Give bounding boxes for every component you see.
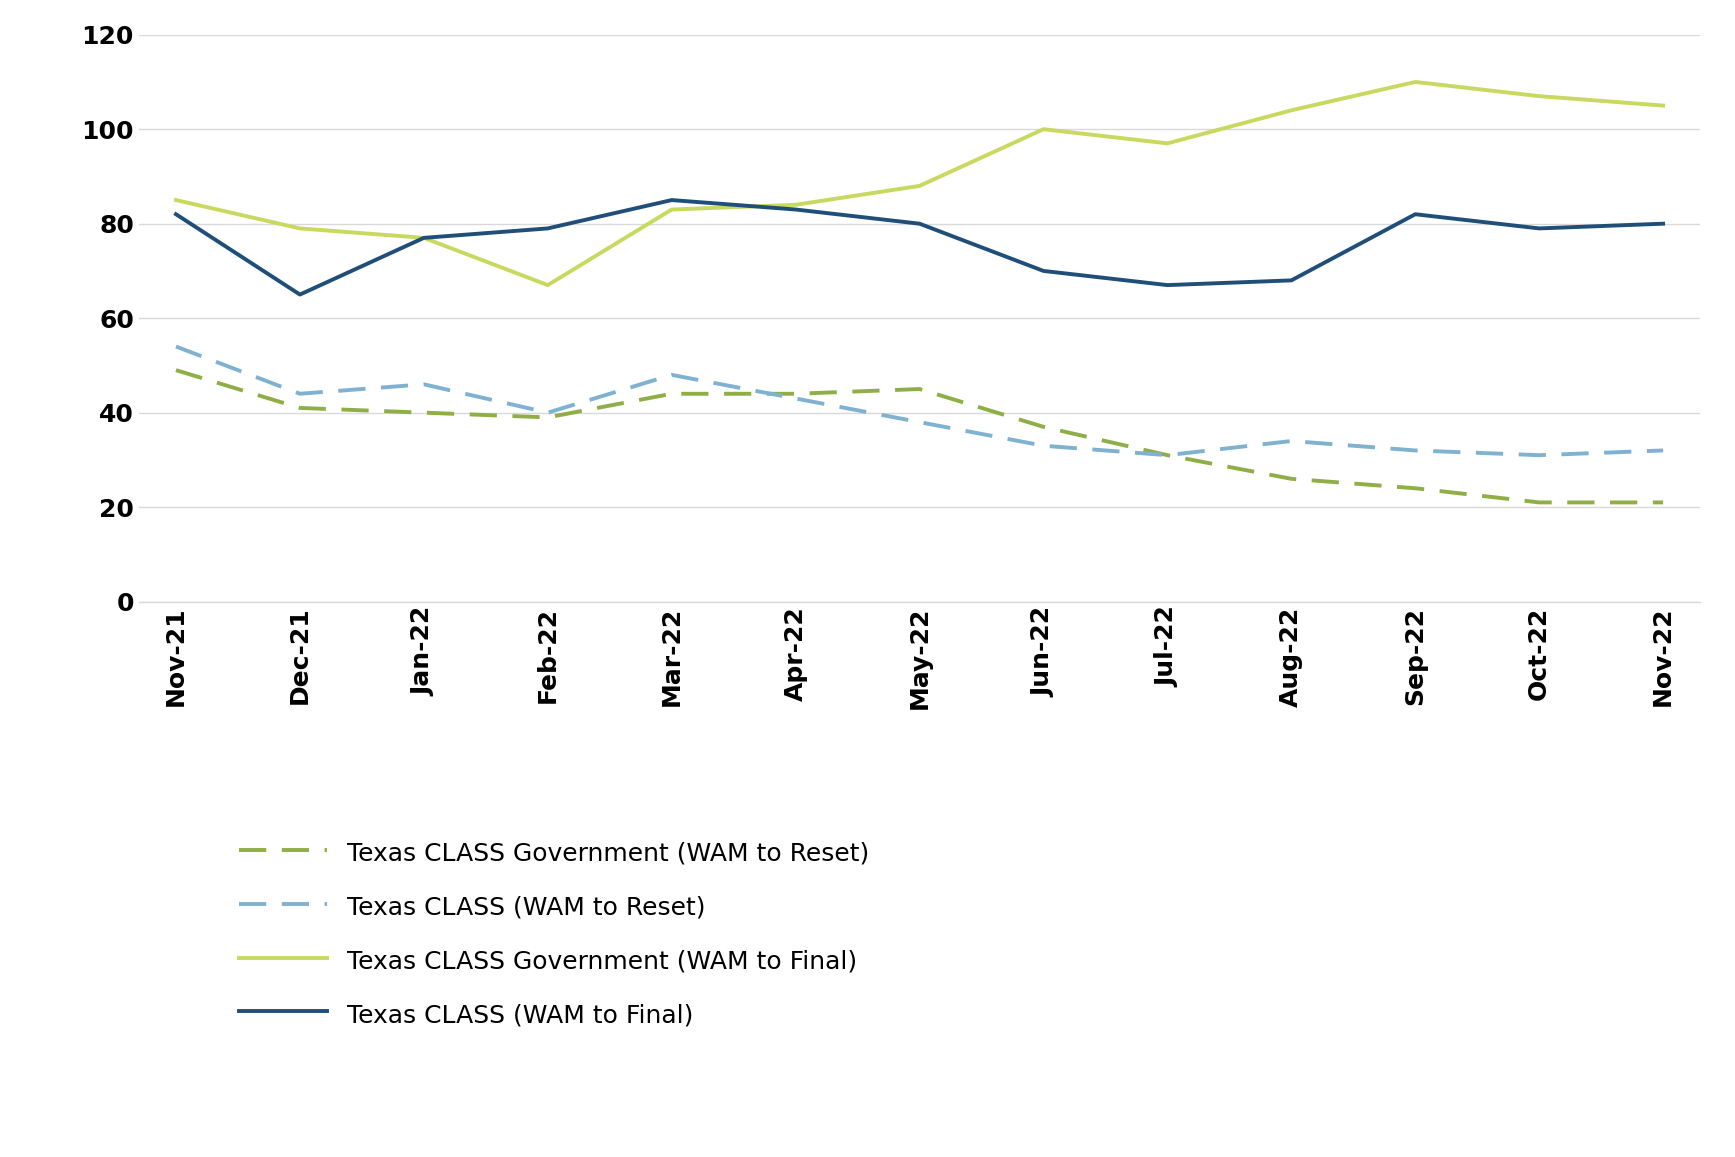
Legend: Texas CLASS Government (WAM to Reset), Texas CLASS (WAM to Reset), Texas CLASS G: Texas CLASS Government (WAM to Reset), T… — [229, 830, 880, 1037]
